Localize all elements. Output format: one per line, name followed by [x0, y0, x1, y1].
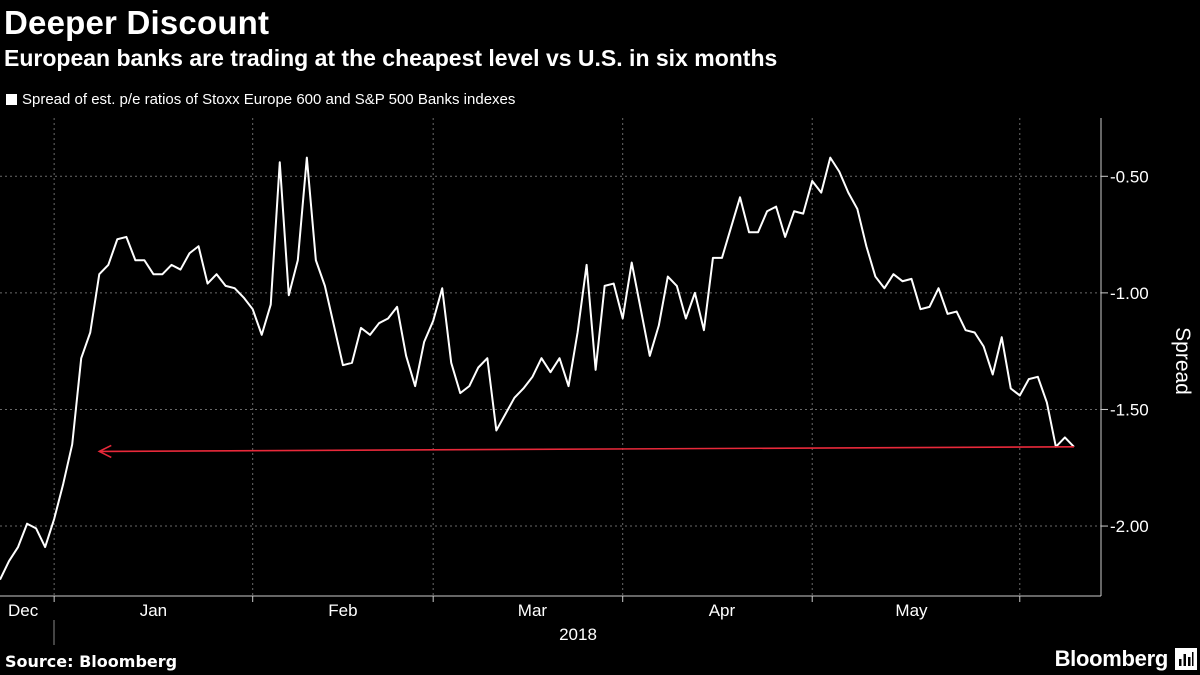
legend-label: Spread of est. p/e ratios of Stoxx Europ…	[22, 91, 516, 108]
y-tick-label: -0.50	[1110, 167, 1149, 186]
source-note: Source: Bloomberg	[5, 652, 178, 671]
x-tick-label: Jan	[140, 601, 167, 620]
x-tick-label: May	[895, 601, 928, 620]
legend: Spread of est. p/e ratios of Stoxx Europ…	[6, 91, 515, 108]
series-layer	[0, 156, 1075, 581]
legend-swatch	[6, 94, 17, 105]
bloomberg-logo: Bloomberg	[1054, 646, 1169, 671]
chart-subtitle: European banks are trading at the cheape…	[4, 45, 778, 71]
annotation-arrow-head	[97, 444, 112, 459]
x-tick-label: Dec	[8, 601, 39, 620]
annotation-layer	[97, 444, 1074, 459]
y-tick-label: -1.50	[1110, 400, 1149, 419]
annotation-arrow-line	[99, 445, 1074, 453]
x-tick-label: Feb	[328, 601, 357, 620]
bloomberg-terminal-icon	[1175, 648, 1197, 670]
y-tick-label: -1.00	[1110, 284, 1149, 303]
x-axis-year-label: 2018	[559, 625, 597, 644]
y-axis-title: Spread	[1171, 327, 1194, 395]
x-tick-label: Apr	[709, 601, 736, 620]
grid-layer	[0, 118, 1101, 596]
chart-title: Deeper Discount	[4, 4, 270, 41]
y-tick-label: -2.00	[1110, 517, 1149, 536]
x-tick-label: Mar	[518, 601, 548, 620]
axis-layer: -0.50 -1.00 -1.50 -2.00 Dec Jan Feb Mar Apr May 20…	[0, 118, 1194, 645]
series-line	[0, 156, 1075, 581]
